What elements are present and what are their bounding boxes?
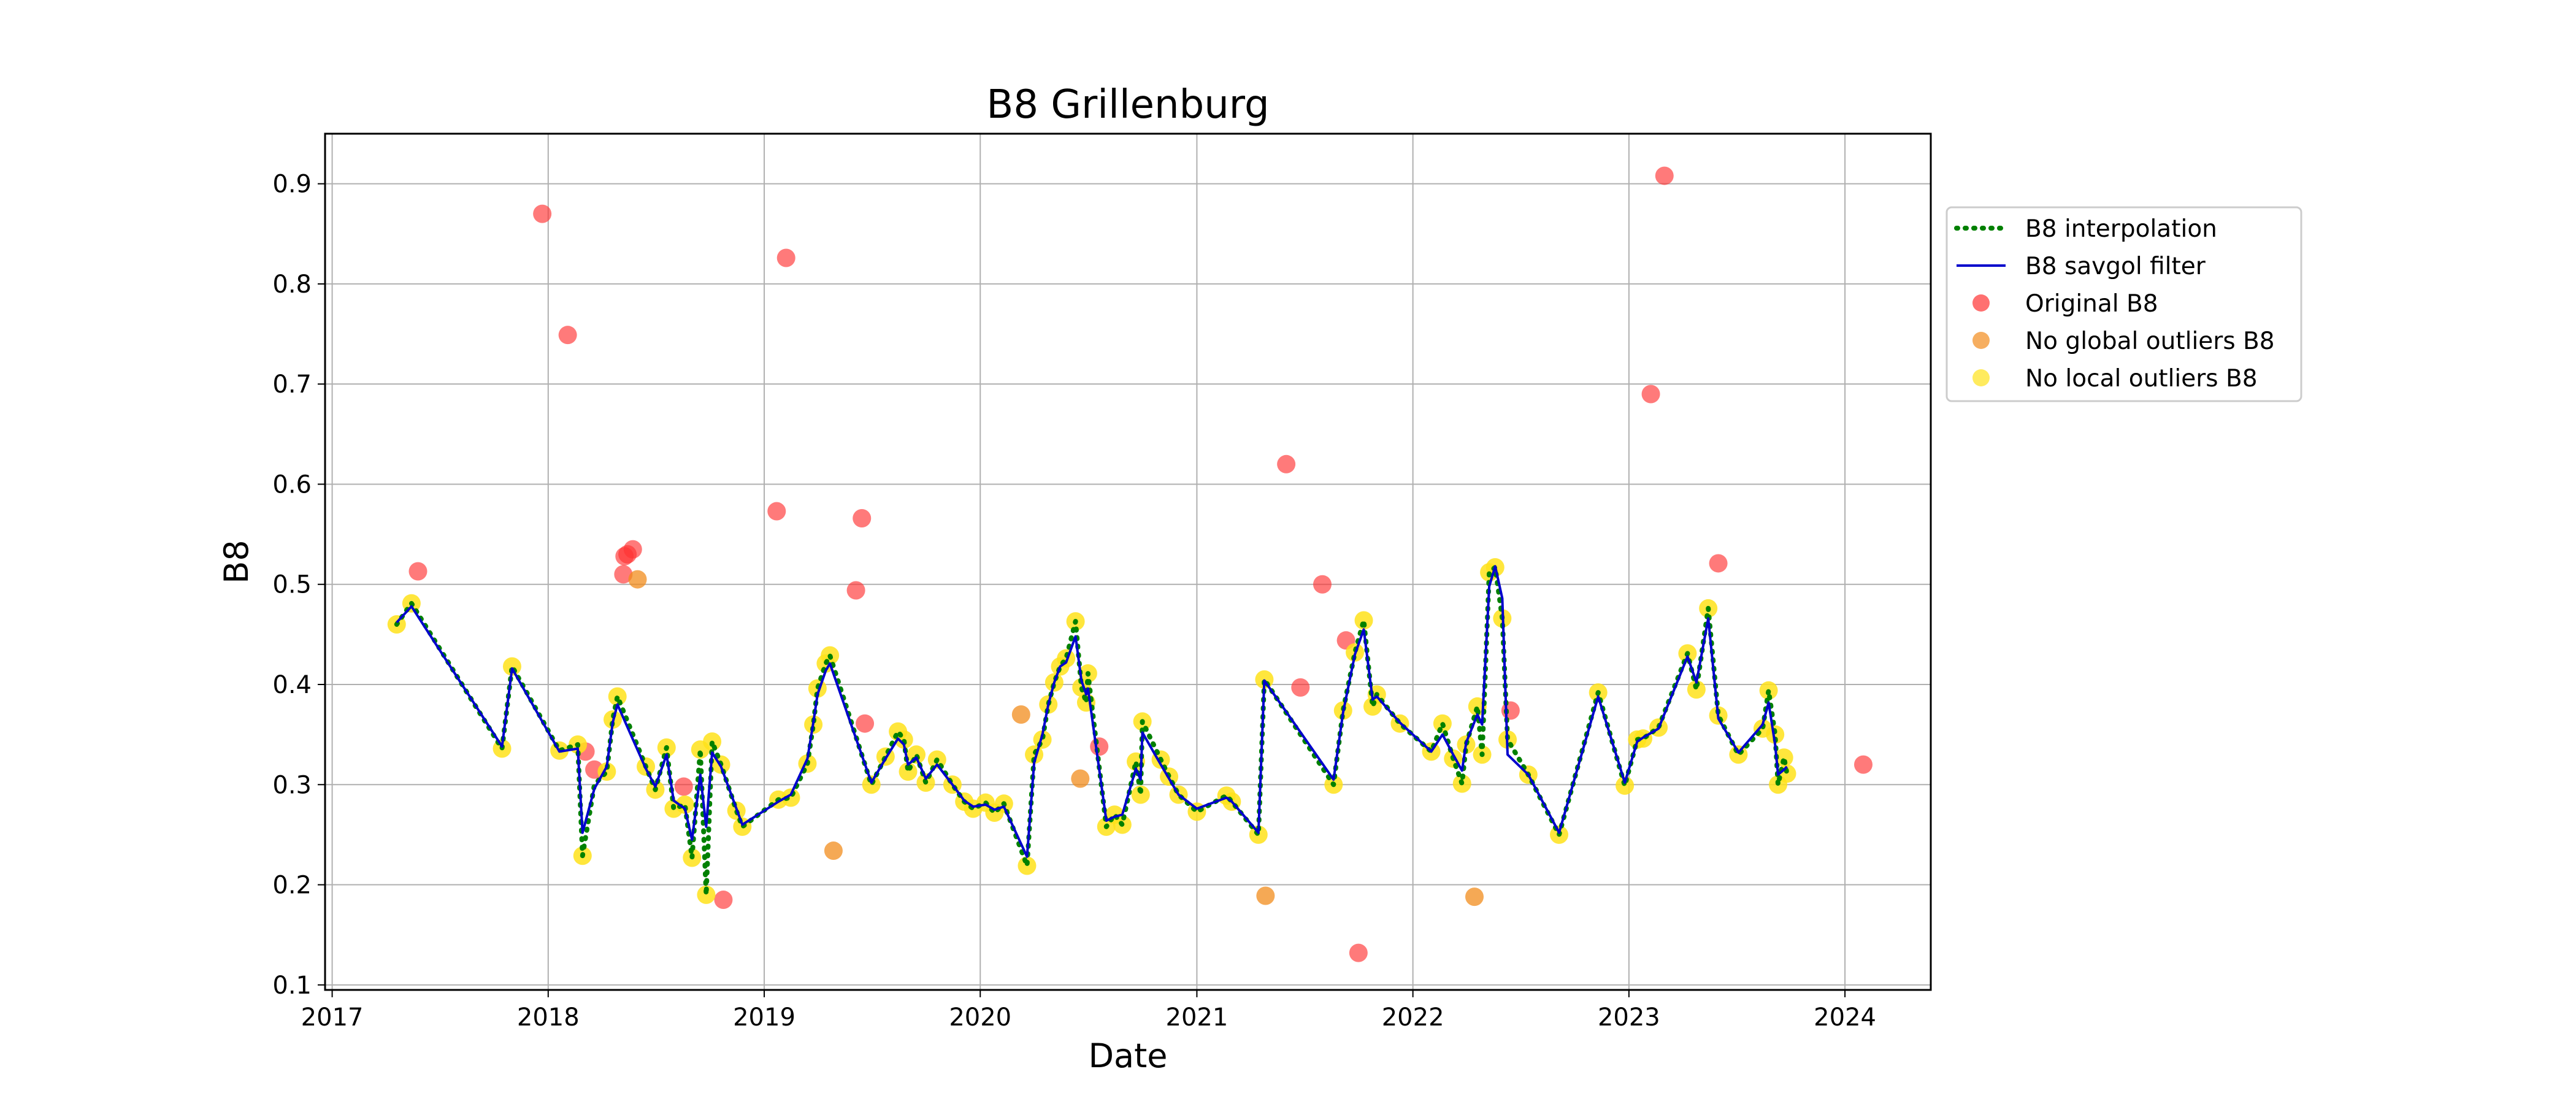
legend-label-no_local: No local outliers B8 bbox=[2025, 365, 2258, 393]
no_local-point bbox=[1729, 745, 1748, 764]
original-point bbox=[558, 326, 577, 345]
original-point bbox=[714, 891, 733, 910]
original-point bbox=[856, 714, 875, 733]
plot-series bbox=[387, 166, 1873, 962]
original-point bbox=[846, 581, 865, 600]
chart-title: B8 Grillenburg bbox=[986, 82, 1269, 128]
y-tick-label: 0.3 bbox=[272, 771, 312, 799]
y-axis: 0.1 0.2 0.3 0.4 0.5 0.6 0.7 0.8 0.9 bbox=[272, 171, 325, 1000]
original-point bbox=[1090, 737, 1109, 756]
original-point bbox=[853, 508, 872, 527]
no_local-point bbox=[675, 795, 694, 814]
original-point bbox=[776, 248, 795, 267]
original-point bbox=[533, 204, 552, 223]
original-point bbox=[1641, 385, 1660, 404]
x-tick-label: 2022 bbox=[1382, 1003, 1444, 1032]
original-point bbox=[623, 540, 642, 559]
no_local-point bbox=[1354, 611, 1373, 630]
no_local-point bbox=[697, 885, 716, 904]
no_global-point bbox=[628, 570, 647, 589]
no_global-point bbox=[1071, 769, 1090, 788]
legend: B8 interpolation B8 savgol filter Original… bbox=[1945, 206, 2302, 402]
y-tick-label: 0.7 bbox=[272, 370, 312, 399]
original-point bbox=[1313, 575, 1332, 594]
legend-label-savgol: B8 savgol filter bbox=[2025, 253, 2206, 280]
x-tick-label: 2023 bbox=[1598, 1003, 1660, 1032]
y-tick-label: 0.5 bbox=[272, 571, 312, 599]
no_local-point bbox=[1687, 680, 1706, 699]
no_global-point bbox=[1465, 887, 1484, 907]
legend-swatch-no_local bbox=[1972, 369, 1990, 386]
original-point bbox=[1277, 454, 1296, 473]
no_global-point bbox=[1011, 705, 1030, 724]
legend-box bbox=[1945, 206, 2302, 402]
no_local-point bbox=[1131, 785, 1150, 804]
no_local-point bbox=[1774, 748, 1793, 767]
no_local-point bbox=[1057, 649, 1076, 668]
y-tick-label: 0.1 bbox=[272, 972, 312, 1000]
y-tick-label: 0.2 bbox=[272, 872, 312, 900]
series-original bbox=[408, 166, 1873, 962]
y-tick-label: 0.8 bbox=[272, 270, 312, 299]
no_global-point bbox=[824, 841, 843, 861]
original-point bbox=[1709, 554, 1728, 573]
original-point bbox=[674, 777, 693, 796]
y-tick-label: 0.6 bbox=[272, 470, 312, 499]
legend-label-original: Original B8 bbox=[2025, 290, 2158, 318]
legend-label-no_global: No global outliers B8 bbox=[2025, 328, 2275, 355]
y-tick-label: 0.9 bbox=[272, 171, 312, 199]
original-point bbox=[767, 502, 786, 521]
plot-frame bbox=[324, 132, 1932, 991]
x-axis-label: Date bbox=[1088, 1037, 1167, 1075]
gridlines bbox=[325, 134, 1931, 990]
x-tick-label: 2017 bbox=[301, 1003, 364, 1032]
original-point bbox=[1349, 943, 1368, 962]
series-savgol-line bbox=[396, 565, 1788, 858]
legend-swatch-no_global bbox=[1972, 332, 1990, 349]
y-tick-label: 0.4 bbox=[272, 671, 312, 699]
no_global-point bbox=[1256, 886, 1275, 905]
original-point bbox=[614, 565, 633, 584]
original-point bbox=[1291, 678, 1310, 697]
no_local-point bbox=[1766, 725, 1785, 744]
x-tick-label: 2020 bbox=[949, 1003, 1011, 1032]
y-axis-label: B8 bbox=[217, 540, 256, 583]
original-point bbox=[408, 562, 427, 581]
x-tick-label: 2024 bbox=[1814, 1003, 1876, 1032]
x-tick-label: 2018 bbox=[517, 1003, 580, 1032]
legend-swatch-original bbox=[1972, 294, 1990, 312]
x-axis: 2017 2018 2019 2020 2021 2022 2023 2024 bbox=[301, 990, 1876, 1032]
x-tick-label: 2019 bbox=[733, 1003, 795, 1032]
x-tick-label: 2021 bbox=[1166, 1003, 1229, 1032]
original-point bbox=[1655, 166, 1674, 185]
original-point bbox=[1853, 755, 1873, 774]
series-no_global bbox=[628, 570, 1484, 907]
legend-label-interpolation: B8 interpolation bbox=[2025, 215, 2217, 243]
